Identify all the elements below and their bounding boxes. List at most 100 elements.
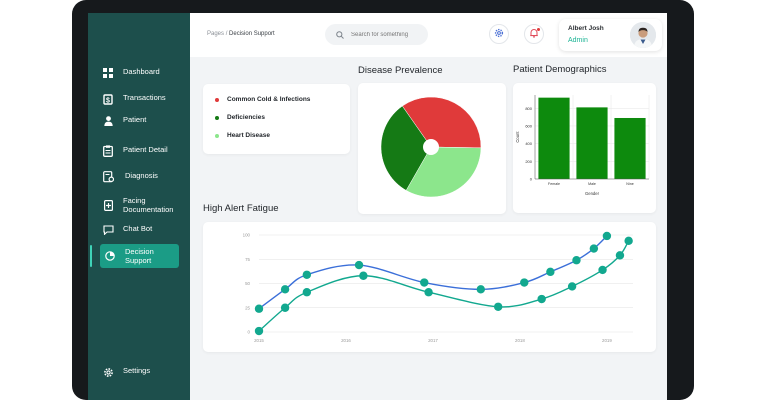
sidebar-item-label: Transactions [123, 93, 166, 102]
x-tick-label: 2019 [602, 338, 612, 343]
pie-slice-deficiencies[interactable] [380, 105, 432, 191]
y-tick-label: 200 [525, 159, 532, 164]
gear-icon [102, 366, 114, 378]
app-window: Dashboard $ Transactions Patient Patient… [88, 13, 667, 400]
data-point[interactable] [624, 236, 633, 246]
legend-item-common-cold: Common Cold & Infections [215, 96, 310, 103]
y-tick-label: 0 [530, 177, 533, 182]
y-tick-label: 0 [248, 330, 251, 335]
legend-label: Deficiencies [227, 114, 265, 121]
bar-female[interactable] [538, 97, 570, 179]
data-point[interactable] [280, 285, 290, 294]
data-point[interactable] [602, 231, 612, 241]
document-plus-icon [102, 199, 114, 211]
sidebar-item-chat-bot[interactable]: Chat Bot [102, 224, 186, 236]
notification-badge [537, 28, 540, 31]
data-point[interactable] [493, 302, 503, 311]
legend-dot [215, 115, 219, 120]
bar-nine[interactable] [614, 117, 646, 179]
data-point[interactable] [302, 270, 312, 279]
user-profile-card[interactable]: Albert Josh Admin [559, 19, 662, 51]
sidebar-item-diagnosis[interactable]: Diagnosis [102, 171, 186, 183]
x-tick-label: Male [588, 182, 596, 186]
y-tick-label: 600 [525, 123, 532, 128]
user-role: Admin [568, 37, 588, 44]
bell-icon [529, 25, 539, 43]
sidebar-item-transactions[interactable]: $ Transactions [102, 93, 186, 105]
data-point[interactable] [302, 288, 312, 297]
high-alert-fatigue-chart: 0 25 50 75 100 2015 2016 2017 2018 2019 [243, 231, 633, 343]
sidebar-item-decision-support[interactable]: Decision Support [100, 244, 179, 268]
person-icon [102, 115, 114, 127]
data-point[interactable] [537, 294, 546, 304]
data-point[interactable] [520, 278, 529, 287]
bar-male[interactable] [576, 107, 608, 179]
svg-text:$: $ [106, 97, 110, 104]
breadcrumb: Pages / Decision Support [207, 31, 275, 37]
high-alert-fatigue-title: High Alert Fatigue [203, 203, 279, 214]
patient-demographics-card: 0 200 400 600 800 Female Male Nine Gender Count [513, 83, 656, 213]
pie-slice-heart-disease[interactable] [405, 146, 482, 198]
legend-item-heart-disease: Heart Disease [215, 132, 270, 139]
data-point[interactable] [354, 260, 364, 270]
data-point[interactable] [598, 265, 607, 275]
data-point[interactable] [359, 271, 368, 280]
breadcrumb-current: Decision Support [229, 31, 275, 37]
settings-button[interactable] [489, 24, 509, 44]
data-point[interactable] [572, 256, 581, 265]
sidebar-item-patient-detail[interactable]: Patient Detail [102, 145, 186, 157]
sidebar-item-label: Decision Support [125, 247, 154, 265]
y-tick-label: 400 [525, 141, 532, 146]
breadcrumb-parent[interactable]: Pages [207, 31, 225, 37]
x-tick-label: Nine [626, 182, 633, 186]
user-name: Albert Josh [568, 25, 604, 32]
notifications-button[interactable] [524, 24, 544, 44]
sidebar-item-label: Diagnosis [125, 171, 158, 180]
search-icon [336, 26, 344, 44]
sidebar-item-dashboard[interactable]: Dashboard [102, 67, 186, 79]
sidebar-item-patient[interactable]: Patient [102, 115, 186, 127]
active-indicator [90, 245, 92, 267]
data-point[interactable] [589, 244, 599, 253]
sidebar-item-label: Chat Bot [123, 224, 153, 233]
y-tick-label: 75 [245, 257, 250, 262]
x-tick-label: Female [548, 182, 560, 186]
sidebar-item-label: Patient Detail [123, 145, 168, 154]
avatar[interactable] [630, 22, 656, 48]
y-tick-label: 50 [245, 281, 250, 286]
legend-dot [215, 97, 219, 102]
sidebar-item-label: Settings [123, 366, 151, 375]
x-tick-label: 2015 [254, 338, 264, 343]
pie-slice-common-cold-infections[interactable] [401, 96, 482, 149]
sidebar-item-settings[interactable]: Settings [102, 366, 186, 378]
data-point[interactable] [615, 251, 625, 260]
search-bar[interactable] [325, 24, 428, 45]
series-line-1 [258, 235, 608, 310]
top-bar: Pages / Decision Support Albert Josh Adm… [190, 13, 667, 57]
sidebar-item-label: Facing Documentation [123, 196, 174, 214]
gear-icon [494, 25, 504, 43]
clipboard-icon [102, 145, 114, 157]
sidebar-item-facing-documentation[interactable]: Facing Documentation [102, 196, 186, 214]
breadcrumb-separator: / [225, 31, 228, 37]
legend-dot [215, 133, 219, 138]
search-input[interactable] [351, 31, 425, 38]
y-tick-label: 25 [245, 305, 250, 310]
sidebar-item-label: Patient [123, 115, 147, 124]
data-point[interactable] [254, 304, 264, 313]
data-point[interactable] [546, 267, 555, 277]
disease-prevalence-title: Disease Prevalence [358, 65, 443, 76]
y-tick-label: 800 [525, 106, 532, 111]
stethoscope-icon [102, 171, 114, 183]
data-point[interactable] [420, 278, 429, 287]
data-point[interactable] [567, 282, 577, 291]
data-point[interactable] [424, 288, 433, 297]
data-point[interactable] [280, 303, 290, 312]
data-point[interactable] [476, 285, 485, 294]
data-point[interactable] [254, 326, 264, 336]
pie-center-hole [423, 139, 439, 155]
dollar-icon: $ [102, 93, 114, 105]
x-tick-label: 2017 [428, 338, 438, 343]
legend-item-deficiencies: Deficiencies [215, 114, 265, 121]
disease-legend-card: Common Cold & Infections Deficiencies He… [203, 84, 350, 154]
